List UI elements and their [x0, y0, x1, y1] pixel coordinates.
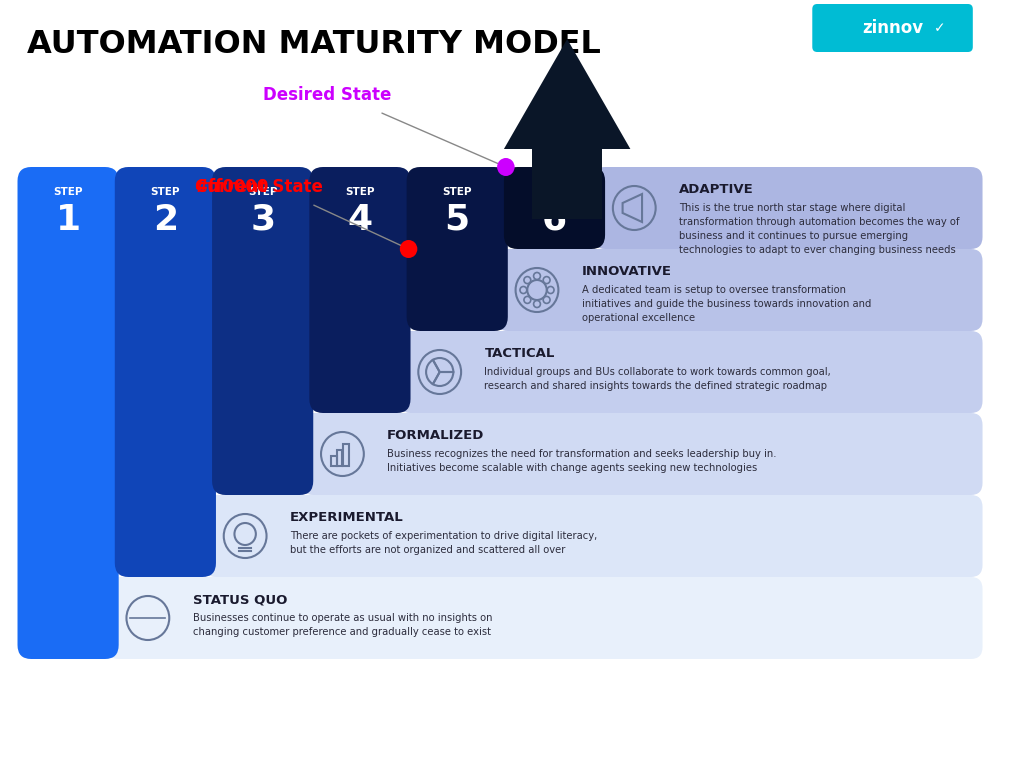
- Text: 5: 5: [444, 203, 470, 237]
- FancyBboxPatch shape: [212, 167, 313, 495]
- FancyBboxPatch shape: [108, 577, 983, 659]
- FancyBboxPatch shape: [407, 167, 508, 331]
- FancyBboxPatch shape: [205, 495, 983, 577]
- Text: STEP: STEP: [248, 187, 278, 197]
- Text: Current State: Current State: [195, 178, 323, 196]
- Polygon shape: [504, 39, 631, 149]
- Text: EXPERIMENTAL: EXPERIMENTAL: [290, 512, 403, 524]
- Text: Desired State: Desired State: [263, 86, 391, 104]
- Text: A dedicated team is setup to oversee transformation
initiatives and guide the bu: A dedicated team is setup to oversee tra…: [582, 285, 871, 323]
- Circle shape: [399, 240, 418, 258]
- Text: Individual groups and BUs collaborate to work towards common goal,
research and : Individual groups and BUs collaborate to…: [484, 367, 831, 391]
- Text: STEP: STEP: [540, 187, 569, 197]
- FancyBboxPatch shape: [302, 413, 983, 495]
- FancyBboxPatch shape: [594, 167, 983, 249]
- Text: STATUS QUO: STATUS QUO: [193, 594, 287, 606]
- Text: 4: 4: [347, 203, 373, 237]
- Text: FORMALIZED: FORMALIZED: [387, 430, 484, 442]
- FancyBboxPatch shape: [504, 167, 605, 249]
- Text: ✓: ✓: [934, 21, 945, 35]
- Text: #ff0000: #ff0000: [195, 178, 269, 196]
- Text: ADAPTIVE: ADAPTIVE: [679, 184, 754, 197]
- Text: TACTICAL: TACTICAL: [484, 348, 555, 361]
- FancyBboxPatch shape: [309, 167, 411, 413]
- Text: Business recognizes the need for transformation and seeks leadership buy in.
Ini: Business recognizes the need for transfo…: [387, 449, 776, 473]
- Bar: [331, 456, 337, 466]
- Text: This is the true north star stage where digital
transformation through automatio: This is the true north star stage where …: [679, 203, 959, 255]
- Text: INNOVATIVE: INNOVATIVE: [582, 266, 672, 279]
- Text: Businesses continue to operate as usual with no insights on
changing customer pr: Businesses continue to operate as usual …: [193, 613, 493, 637]
- FancyBboxPatch shape: [497, 249, 983, 331]
- Bar: [337, 450, 342, 466]
- Text: STEP: STEP: [442, 187, 472, 197]
- Bar: [532, 139, 602, 219]
- Text: STEP: STEP: [53, 187, 83, 197]
- FancyBboxPatch shape: [115, 167, 216, 577]
- Bar: [343, 444, 349, 466]
- Text: 3: 3: [250, 203, 275, 237]
- Text: There are pockets of experimentation to drive digital literacy,
but the efforts : There are pockets of experimentation to …: [290, 531, 597, 555]
- Text: 2: 2: [153, 203, 178, 237]
- Text: STEP: STEP: [151, 187, 180, 197]
- Circle shape: [497, 158, 515, 176]
- Text: zinnov: zinnov: [862, 19, 924, 37]
- FancyBboxPatch shape: [399, 331, 983, 413]
- Text: 6: 6: [542, 203, 567, 237]
- Text: 1: 1: [55, 203, 81, 237]
- FancyBboxPatch shape: [812, 4, 973, 52]
- Text: AUTOMATION MATURITY MODEL: AUTOMATION MATURITY MODEL: [28, 29, 601, 60]
- FancyBboxPatch shape: [17, 167, 119, 659]
- Text: STEP: STEP: [345, 187, 375, 197]
